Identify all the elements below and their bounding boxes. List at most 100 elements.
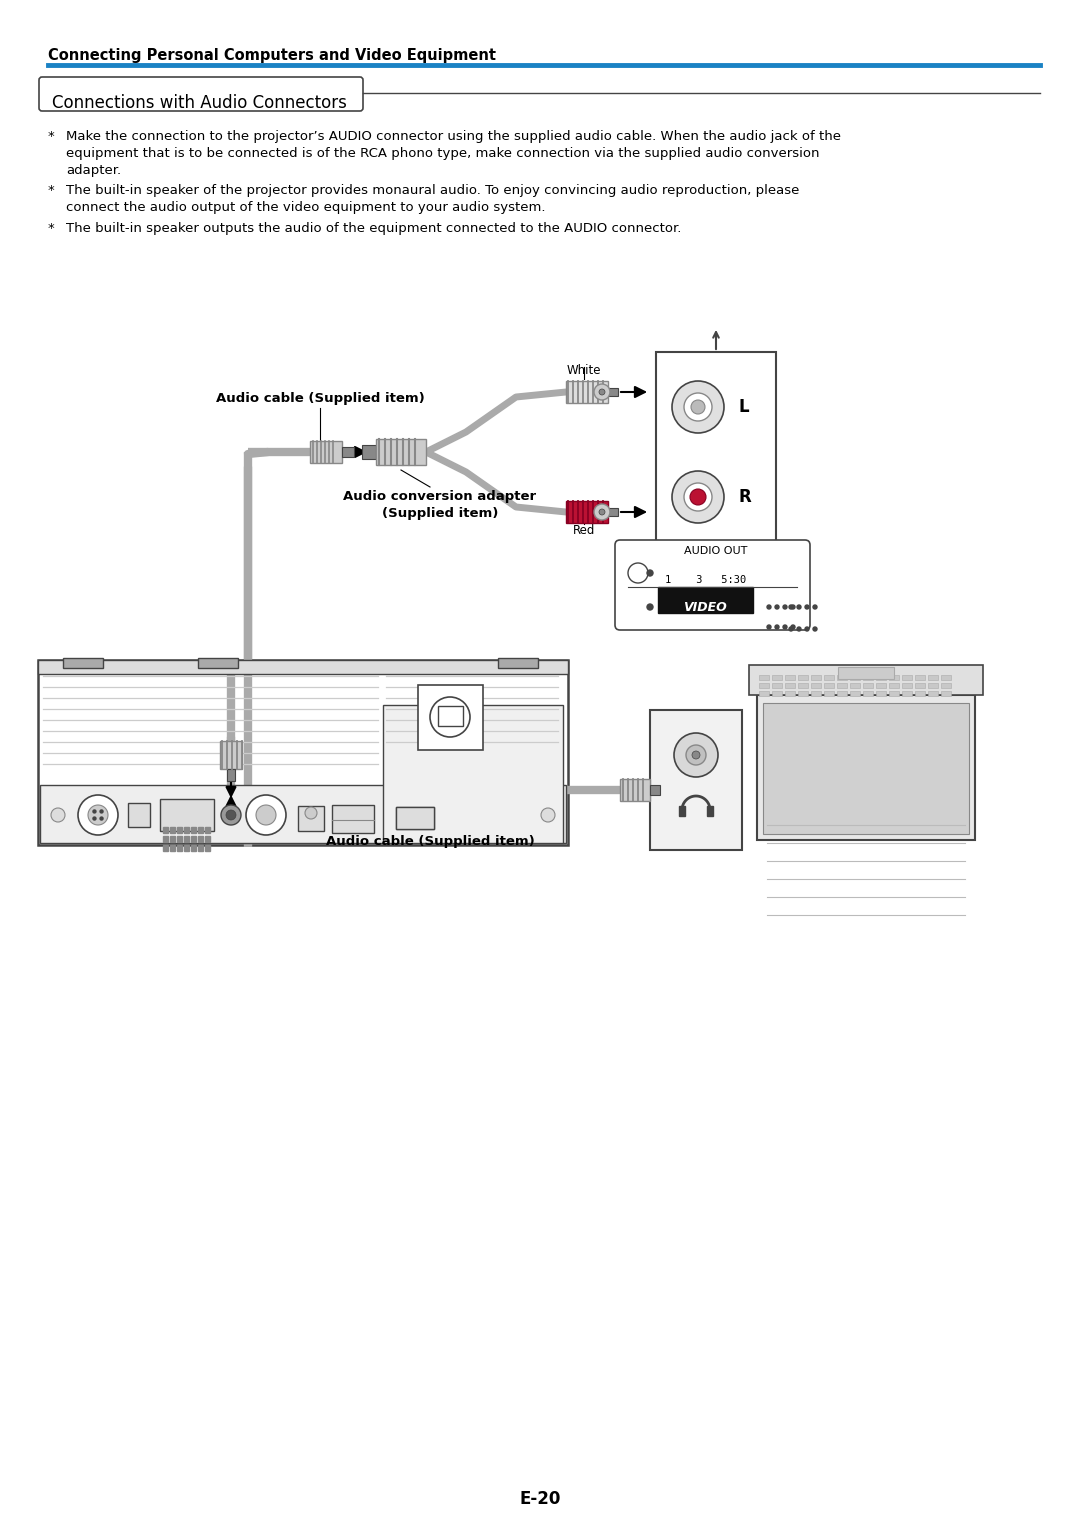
Bar <box>184 845 189 852</box>
Bar <box>170 836 175 842</box>
Circle shape <box>305 807 318 819</box>
Bar <box>876 684 886 688</box>
Bar <box>498 658 538 668</box>
Bar <box>707 806 713 816</box>
Text: Red: Red <box>572 523 595 537</box>
Bar <box>418 685 483 749</box>
Bar <box>772 674 782 681</box>
Bar <box>163 845 168 852</box>
Circle shape <box>647 571 653 575</box>
Bar <box>191 845 195 852</box>
Bar <box>889 691 899 696</box>
Bar <box>759 691 769 696</box>
Bar <box>902 684 912 688</box>
Bar <box>608 508 618 516</box>
Text: VIDEO: VIDEO <box>684 601 727 613</box>
Bar <box>396 807 434 829</box>
Bar <box>850 674 860 681</box>
Text: Audio conversion adapter
(Supplied item): Audio conversion adapter (Supplied item) <box>343 490 537 520</box>
Bar <box>889 674 899 681</box>
Circle shape <box>599 389 605 395</box>
Bar <box>785 674 795 681</box>
Circle shape <box>686 745 706 765</box>
Text: Connections with Audio Connectors: Connections with Audio Connectors <box>52 95 347 111</box>
Text: Audio cable (Supplied item): Audio cable (Supplied item) <box>326 835 535 848</box>
Circle shape <box>51 807 65 823</box>
Bar <box>902 674 912 681</box>
Bar <box>396 807 434 829</box>
Text: R: R <box>738 488 751 507</box>
Bar <box>342 447 354 456</box>
Text: Make the connection to the projector’s AUDIO connector using the supplied audio : Make the connection to the projector’s A… <box>66 130 841 177</box>
Bar <box>811 684 821 688</box>
Circle shape <box>684 394 712 421</box>
Bar <box>837 674 847 681</box>
Bar <box>928 691 939 696</box>
Circle shape <box>791 604 795 609</box>
Circle shape <box>594 385 610 400</box>
Bar <box>762 703 969 835</box>
Bar <box>876 691 886 696</box>
Circle shape <box>813 627 816 630</box>
Circle shape <box>789 627 793 630</box>
Circle shape <box>805 604 809 609</box>
Circle shape <box>100 816 103 819</box>
Bar <box>928 674 939 681</box>
Bar <box>170 827 175 833</box>
Bar <box>798 684 808 688</box>
Circle shape <box>599 510 605 514</box>
Bar <box>163 827 168 833</box>
Bar <box>837 684 847 688</box>
Bar <box>38 661 568 674</box>
Bar <box>915 674 924 681</box>
Bar <box>941 674 951 681</box>
Circle shape <box>691 400 705 414</box>
Circle shape <box>78 795 118 835</box>
Bar <box>198 827 203 833</box>
Bar <box>310 441 342 462</box>
Bar <box>332 806 374 833</box>
Circle shape <box>690 488 706 505</box>
Bar <box>811 691 821 696</box>
Bar <box>362 446 376 459</box>
Bar <box>63 658 103 668</box>
Bar <box>163 836 168 842</box>
Bar <box>759 684 769 688</box>
Circle shape <box>789 604 793 609</box>
Bar <box>160 800 214 832</box>
Text: The built-in speaker of the projector provides monaural audio. To enjoy convinci: The built-in speaker of the projector pr… <box>66 185 799 214</box>
Circle shape <box>541 807 555 823</box>
Text: The built-in speaker outputs the audio of the equipment connected to the AUDIO c: The built-in speaker outputs the audio o… <box>66 221 681 235</box>
Bar <box>750 665 983 694</box>
Circle shape <box>672 382 724 433</box>
Bar <box>40 784 566 842</box>
Circle shape <box>226 810 237 819</box>
Bar <box>759 674 769 681</box>
Text: Connecting Personal Computers and Video Equipment: Connecting Personal Computers and Video … <box>48 47 496 63</box>
Bar <box>170 845 175 852</box>
Bar <box>376 439 426 465</box>
Circle shape <box>797 604 801 609</box>
Circle shape <box>93 810 96 813</box>
Bar <box>658 588 753 613</box>
Bar <box>824 684 834 688</box>
Bar <box>566 382 608 403</box>
Bar <box>876 674 886 681</box>
Text: White: White <box>567 365 602 377</box>
Circle shape <box>87 806 108 826</box>
Bar <box>824 691 834 696</box>
Bar <box>811 674 821 681</box>
Bar <box>902 691 912 696</box>
Circle shape <box>684 484 712 511</box>
Bar <box>679 806 685 816</box>
Bar <box>205 836 210 842</box>
Bar <box>650 784 660 795</box>
Bar <box>227 769 235 781</box>
Bar <box>198 845 203 852</box>
Circle shape <box>594 504 610 520</box>
Bar <box>205 845 210 852</box>
Bar <box>177 836 183 842</box>
Bar <box>772 684 782 688</box>
Bar <box>566 501 608 523</box>
Bar <box>608 388 618 397</box>
